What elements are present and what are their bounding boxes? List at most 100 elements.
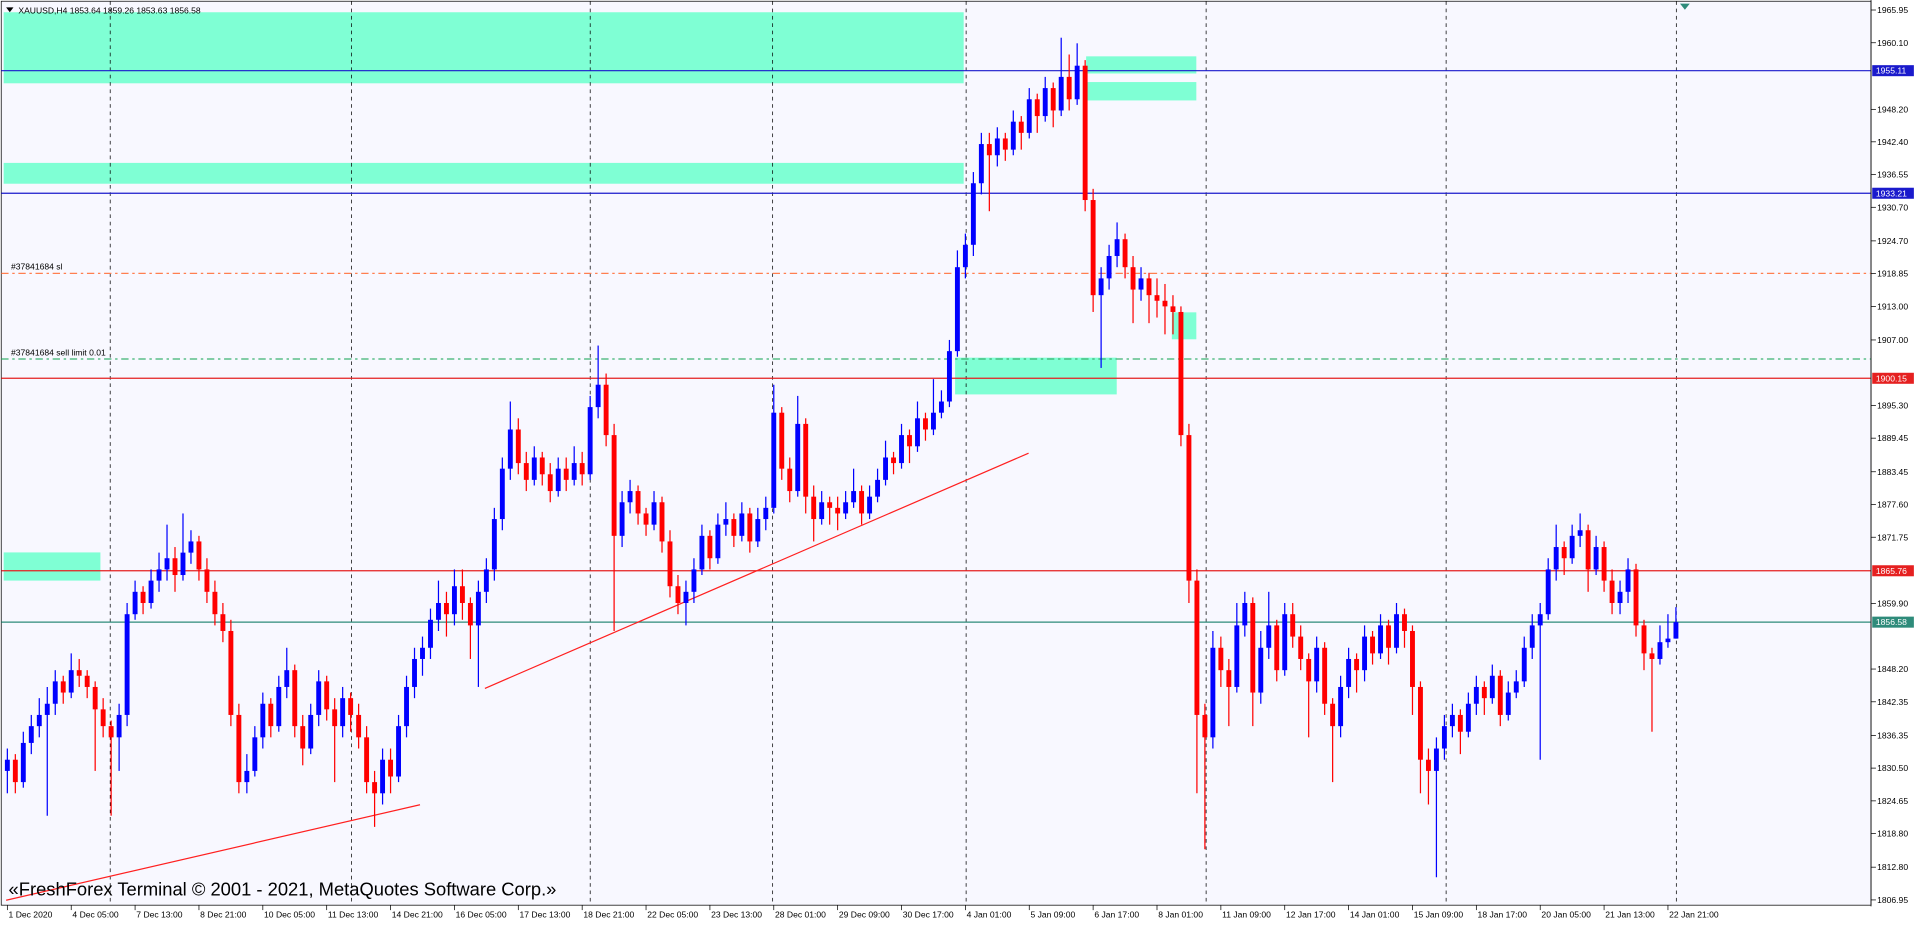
x-tick-label: 22 Dec 05:00 [647,909,698,919]
candle-body [859,491,865,514]
candle-body [380,759,386,794]
trendlines [5,452,1029,901]
candle-body [547,474,553,492]
candle-body [212,591,218,615]
x-tick-label: 20 Jan 05:00 [1541,909,1591,919]
candle-body [260,703,266,738]
candle-body [1098,278,1104,296]
candle-body [595,384,601,408]
candle-body [108,726,114,738]
y-tick-label: 1918.85 [1877,269,1908,279]
price-tag-label: 1955.11 [1876,66,1907,76]
candle-body [348,698,354,715]
candle-body [204,569,210,592]
candle-body [4,759,10,771]
candle-body [923,418,928,430]
candle-body [1330,703,1336,727]
candle-body [715,524,721,559]
candle-body [962,244,968,268]
y-tick-label: 1930.70 [1877,202,1908,212]
candle-body [1242,603,1248,626]
candle-body [68,670,74,693]
candle-body [340,698,346,727]
candle-body [60,681,66,693]
candle-body [603,384,609,436]
x-tick-label: 14 Dec 21:00 [392,909,443,919]
candle-body [324,681,330,710]
price-tag-label: 1856.58 [1876,617,1907,627]
price-tag [1872,616,1914,628]
candle-body [420,647,425,659]
candle-body [1050,88,1056,111]
plot-area [0,0,1872,906]
candle-body [388,759,394,777]
x-tick-label: 22 Jan 21:00 [1669,909,1719,919]
axes: 1965.95 1960.10 1948.20 1942.40 1936.55 1930.… [6,5,1914,919]
candle-body [467,603,473,626]
x-tick-label: 28 Dec 01:00 [775,909,826,919]
candle-body [787,468,793,492]
candle-body [1202,714,1208,738]
candle-body [412,658,417,687]
candle-body [124,614,130,715]
candle-body [755,519,761,542]
candle-body [396,726,401,777]
x-tick-label: 18 Jan 17:00 [1478,909,1528,919]
candle-body [1521,647,1527,682]
candle-body [986,144,992,156]
candle-body [1146,278,1152,296]
candle-body [1370,636,1376,654]
candle-body [1114,239,1120,256]
candle-body [132,591,138,615]
candle-body [731,519,737,536]
candle-body [835,507,841,514]
candle-body [747,513,753,542]
candle-body [1298,636,1304,659]
candle-body [1633,569,1639,626]
x-tick-label: 18 Dec 21:00 [583,909,634,919]
candle-body [316,681,322,715]
candle-body [946,351,952,402]
candle-body [1010,121,1016,150]
y-tick-label: 1848.20 [1877,664,1908,674]
candle-body [1537,614,1543,626]
candle-body [739,513,745,536]
candle-body [436,603,441,620]
candle-body [1545,569,1551,615]
candle-body [675,586,681,604]
candle-body [978,144,984,184]
candle-body [1561,547,1567,559]
candle-body [220,614,226,631]
candle-body [236,714,242,783]
x-tick-label: 11 Jan 09:00 [1222,909,1271,919]
menu-arrow[interactable] [6,7,14,13]
candle-body [1218,647,1224,671]
candle-body [332,709,338,727]
candle-body [587,407,593,475]
candle-body [611,435,617,536]
candle-body [140,591,146,604]
candle-body [1226,670,1232,687]
y-tick-label: 1948.20 [1877,104,1908,114]
candle-body [1154,295,1160,301]
candle-body [451,586,457,615]
candle-body [954,267,960,352]
candle-body [100,709,106,727]
y-tick-label: 1812.80 [1877,862,1908,872]
candle-body [819,502,825,520]
price-tag [1872,187,1914,199]
candle-body [180,552,186,576]
zones [3,12,1197,581]
candle-body [1322,647,1328,704]
candle-body [1074,65,1080,100]
candle-body [899,435,904,464]
levels: #37841684 sl #37841684 sell limit 0.01 [1,70,1872,623]
candle-body [491,519,497,570]
candle-body [1513,681,1519,693]
x-tick-label: 4 Jan 01:00 [967,909,1012,919]
candle-body [1649,653,1655,659]
candle-body [1473,686,1479,704]
candle-body [555,468,561,492]
